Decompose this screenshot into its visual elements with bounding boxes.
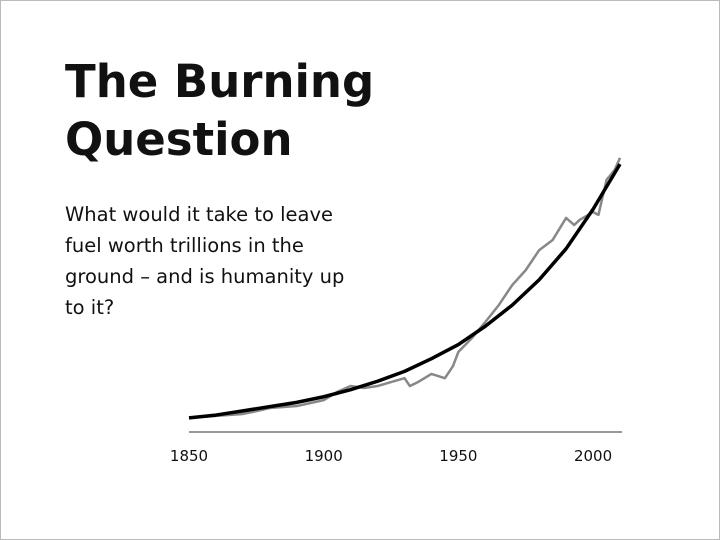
x-tick-label: 1950 (439, 447, 477, 465)
series-line (188, 163, 622, 420)
x-tick-label: 2000 (574, 447, 612, 465)
subtitle: What would it take to leave fuel worth t… (65, 203, 345, 319)
x-tick-label: 1900 (305, 447, 343, 465)
series-line (188, 157, 622, 420)
x-tick-label: 1850 (170, 447, 208, 465)
title: The Burning Question (65, 55, 375, 166)
